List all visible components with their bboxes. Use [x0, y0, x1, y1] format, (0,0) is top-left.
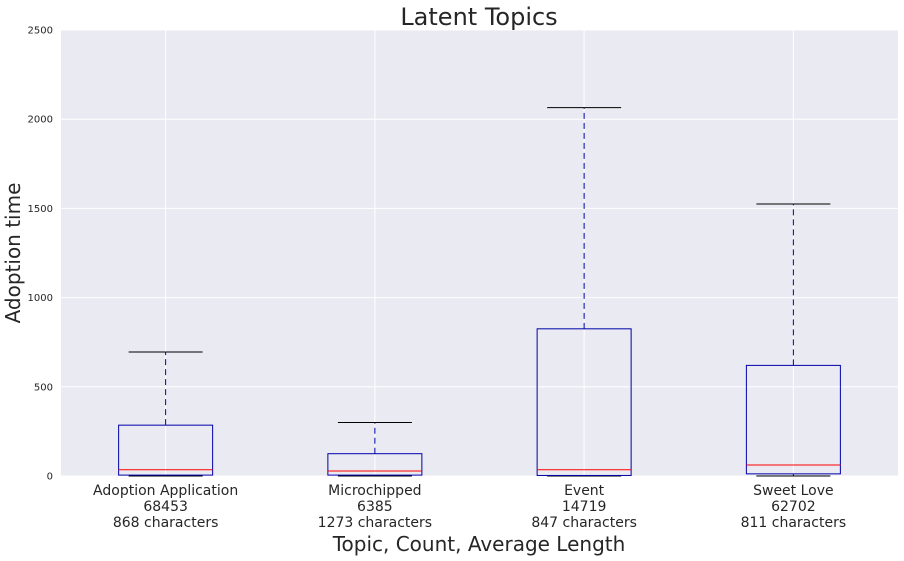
x-tick-label-line: Event	[564, 483, 605, 499]
box-group	[536, 107, 632, 477]
x-tick-label: Sweet Love 62702 811 characters	[741, 483, 847, 531]
y-tick-label: 1000	[28, 293, 53, 304]
x-tick-label-line: Microchipped	[328, 483, 421, 499]
box-group	[118, 351, 214, 477]
x-tick-label-line: 1273 characters	[318, 515, 432, 531]
x-axis-title: Topic, Count, Average Length	[332, 532, 626, 556]
x-tick-labels: Adoption Application 68453 868 characters M…	[93, 483, 846, 531]
x-tick-label-line: 62702	[771, 499, 816, 515]
grid-lines	[61, 29, 898, 477]
x-tick-label: Microchipped 6385 1273 characters	[318, 483, 432, 531]
x-tick-label: Event 14719 847 characters	[531, 483, 637, 531]
x-tick-label-line: 847 characters	[531, 515, 637, 531]
y-tick-label: 500	[34, 382, 53, 393]
x-tick-label-line: 68453	[143, 499, 188, 515]
plot-background	[61, 30, 898, 476]
iqr-box	[327, 453, 423, 476]
box-group	[327, 421, 423, 477]
chart-title: Latent Topics	[400, 3, 557, 31]
iqr-box	[118, 424, 214, 476]
x-tick-label-line: 868 characters	[113, 515, 219, 531]
x-tick-label: Adoption Application 68453 868 characters	[93, 483, 238, 531]
box-series	[118, 107, 841, 477]
iqr-box	[536, 328, 632, 476]
x-tick-label-line: Sweet Love	[753, 483, 834, 499]
y-tick-label: 0	[47, 472, 53, 483]
y-tick-labels: 0 500 1000 1500 2000 2500	[28, 26, 53, 483]
x-tick-label-line: 811 characters	[741, 515, 847, 531]
y-tick-label: 2500	[28, 26, 53, 37]
x-tick-label-line: Adoption Application	[93, 483, 238, 499]
y-tick-label: 1500	[28, 204, 53, 215]
y-axis-title: Adoption time	[1, 183, 25, 324]
box-group	[745, 203, 841, 477]
x-tick-label-line: 14719	[562, 499, 607, 515]
iqr-box	[745, 364, 841, 475]
y-tick-label: 2000	[28, 115, 53, 126]
x-tick-label-line: 6385	[357, 499, 393, 515]
